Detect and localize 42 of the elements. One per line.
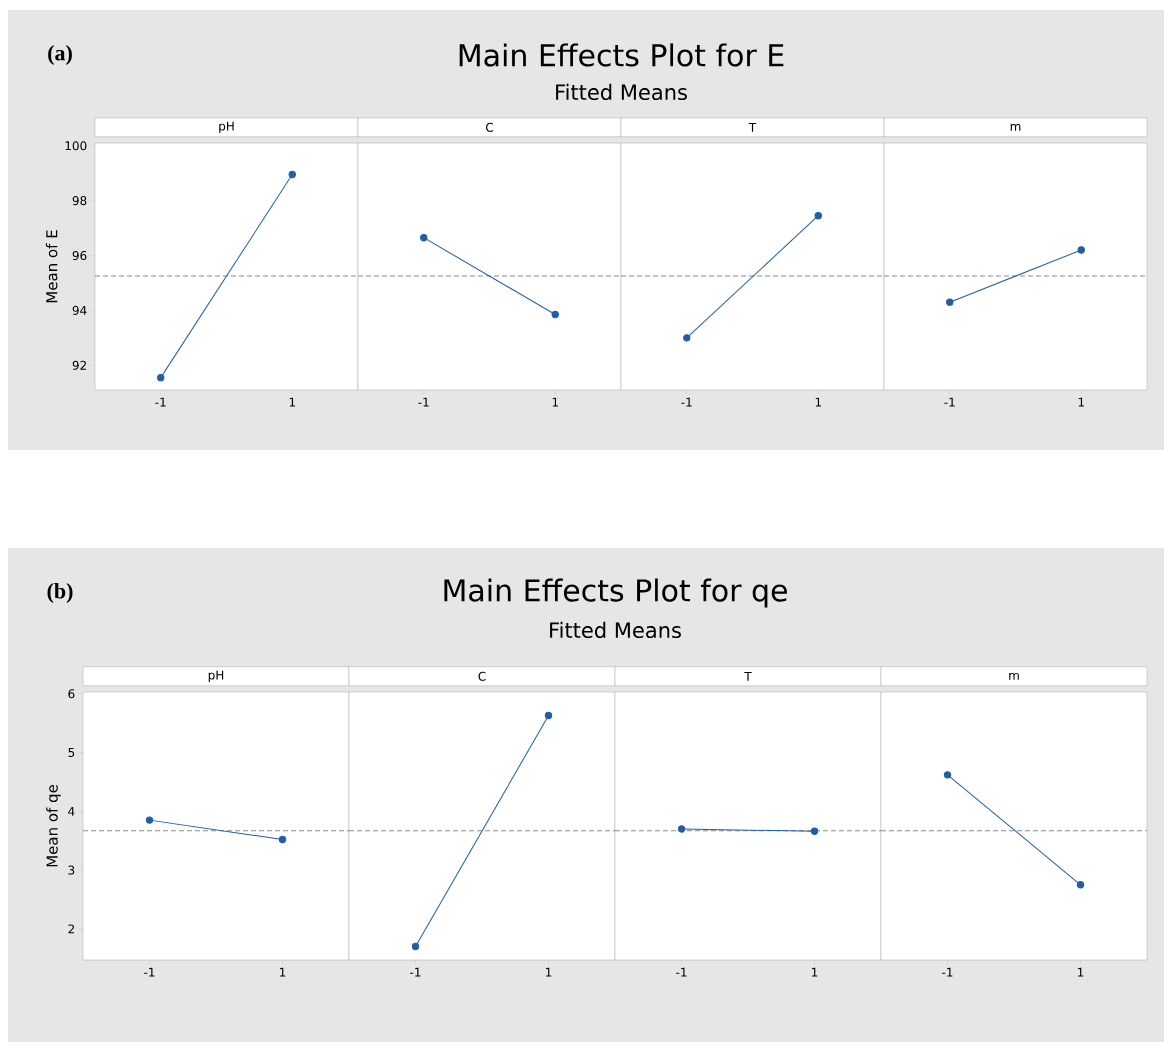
x-tick-label: 1	[812, 967, 818, 977]
x-tick-label: -1	[144, 967, 155, 977]
text: Main Effects Plot for E	[459, 43, 784, 67]
x-tick-label: -1	[155, 397, 166, 407]
text: Main Effects Plot for qe	[444, 578, 787, 608]
chart-title: m	[1010, 123, 1021, 131]
x-tick-label: 1	[280, 967, 286, 977]
text: Fitted Means	[556, 83, 687, 101]
y-tick-label: 5	[68, 748, 75, 757]
x-tick-label: -1	[410, 967, 421, 977]
chart-title: pH	[219, 121, 234, 133]
y-tick-label: 6	[68, 689, 75, 699]
y-tick-label: 3	[68, 865, 75, 875]
y-tick-label: 98	[72, 196, 87, 206]
y-tick-label: 4	[68, 806, 75, 816]
chart-title: m	[1009, 672, 1019, 680]
text: (b)	[47, 583, 73, 603]
y-axis-title: Mean of E	[45, 230, 58, 303]
x-tick-label: 1	[815, 397, 821, 407]
chart-title: T	[744, 671, 752, 681]
x-tick-label: 1	[1078, 397, 1084, 407]
x-tick-label: 1	[546, 967, 552, 977]
x-tick-label: -1	[418, 397, 429, 407]
x-tick-label: -1	[944, 397, 955, 407]
y-tick-label: 96	[72, 250, 87, 261]
y-tick-label: 92	[72, 360, 86, 370]
text: Fitted Means	[550, 621, 681, 639]
x-tick-label: 1	[289, 397, 295, 407]
chart-title: C	[485, 122, 494, 132]
x-tick-label: -1	[681, 397, 692, 407]
x-tick-label: 1	[552, 397, 558, 407]
text: (a)	[48, 45, 72, 65]
chart-title: T	[748, 122, 757, 132]
y-axis-title: Mean of qe	[46, 785, 61, 867]
y-tick-label: 100	[65, 141, 87, 151]
chart-title: C	[478, 671, 486, 681]
chart-title: pH	[208, 670, 224, 682]
x-tick-label: 1	[1078, 967, 1084, 977]
x-tick-label: -1	[942, 967, 953, 977]
y-tick-label: 2	[68, 924, 74, 934]
x-tick-label: -1	[676, 967, 687, 977]
y-tick-label: 94	[72, 305, 87, 315]
